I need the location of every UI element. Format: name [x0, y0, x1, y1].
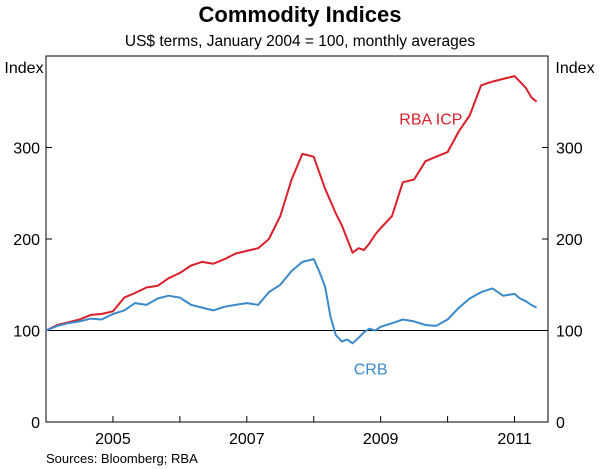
x-tick-label: 2005 — [95, 431, 131, 448]
series-label-crb: CRB — [354, 361, 388, 378]
series-labels: RBA ICP CRB — [354, 112, 463, 379]
series-line-rba-icp — [45, 75, 538, 332]
y-tick-label-left: 0 — [31, 415, 40, 432]
y-tick-label-right: 200 — [556, 232, 583, 249]
y-tick-label-right: 0 — [556, 415, 565, 432]
x-axis-ticks: 2005 2007 2009 2011 — [95, 416, 532, 448]
series-label-rba-icp: RBA ICP — [399, 112, 462, 129]
x-tick-label: 2011 — [497, 431, 532, 448]
y-tick-label-left: 200 — [13, 232, 40, 249]
y-axis-ticks-left: 0 100 200 300 — [13, 141, 52, 432]
chart-title: Commodity Indices — [199, 2, 402, 27]
y-tick-label-right: 300 — [556, 141, 583, 158]
source-note: Sources: Bloomberg; RBA — [46, 451, 198, 466]
y-axis-label-right: Index — [555, 60, 594, 77]
chart-subtitle: US$ terms, January 2004 = 100, monthly a… — [125, 33, 475, 50]
plot-area-frame — [45, 55, 549, 423]
series-line-crb — [45, 258, 538, 345]
y-axis-label-left: Index — [4, 60, 43, 77]
x-tick-label: 2009 — [363, 431, 399, 448]
y-axis-ticks-right: 0 100 200 300 — [542, 141, 583, 432]
y-tick-label-left: 100 — [13, 324, 40, 341]
y-tick-label-left: 300 — [13, 141, 40, 158]
y-tick-label-right: 100 — [556, 324, 583, 341]
x-tick-label: 2007 — [229, 431, 265, 448]
series-lines — [45, 75, 538, 345]
